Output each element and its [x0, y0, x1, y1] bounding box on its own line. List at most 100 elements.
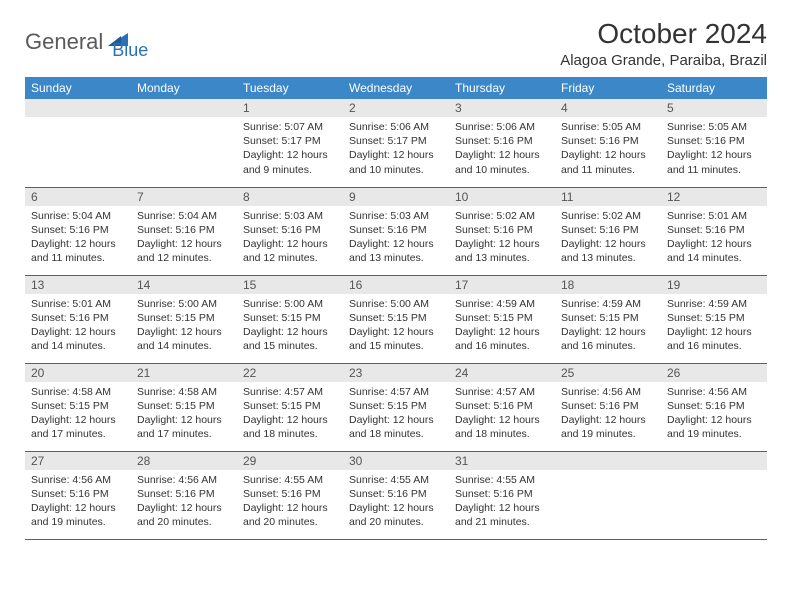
day-details: Sunrise: 4:56 AMSunset: 5:16 PMDaylight:… [661, 382, 767, 446]
day-details: Sunrise: 5:00 AMSunset: 5:15 PMDaylight:… [131, 294, 237, 358]
day-details: Sunrise: 4:55 AMSunset: 5:16 PMDaylight:… [237, 470, 343, 534]
day-number: 22 [237, 364, 343, 382]
day-details: Sunrise: 5:04 AMSunset: 5:16 PMDaylight:… [131, 206, 237, 270]
day-details: Sunrise: 5:03 AMSunset: 5:16 PMDaylight:… [237, 206, 343, 270]
day-details: Sunrise: 4:58 AMSunset: 5:15 PMDaylight:… [25, 382, 131, 446]
day-cell-20: 20Sunrise: 4:58 AMSunset: 5:15 PMDayligh… [25, 363, 131, 451]
day-details: Sunrise: 5:01 AMSunset: 5:16 PMDaylight:… [25, 294, 131, 358]
empty-cell [555, 451, 661, 539]
day-number: 26 [661, 364, 767, 382]
day-details: Sunrise: 4:57 AMSunset: 5:15 PMDaylight:… [343, 382, 449, 446]
day-number: 8 [237, 188, 343, 206]
day-header-friday: Friday [555, 77, 661, 99]
day-details: Sunrise: 4:56 AMSunset: 5:16 PMDaylight:… [131, 470, 237, 534]
title-block: October 2024 Alagoa Grande, Paraiba, Bra… [560, 18, 767, 69]
day-number: 5 [661, 99, 767, 117]
day-number: 25 [555, 364, 661, 382]
day-cell-5: 5Sunrise: 5:05 AMSunset: 5:16 PMDaylight… [661, 99, 767, 187]
week-row: 20Sunrise: 4:58 AMSunset: 5:15 PMDayligh… [25, 363, 767, 451]
day-cell-12: 12Sunrise: 5:01 AMSunset: 5:16 PMDayligh… [661, 187, 767, 275]
day-details: Sunrise: 5:02 AMSunset: 5:16 PMDaylight:… [449, 206, 555, 270]
logo-text-blue: Blue [112, 40, 148, 61]
month-title: October 2024 [560, 18, 767, 50]
logo: General Blue [25, 18, 148, 61]
day-details: Sunrise: 4:55 AMSunset: 5:16 PMDaylight:… [449, 470, 555, 534]
day-cell-2: 2Sunrise: 5:06 AMSunset: 5:17 PMDaylight… [343, 99, 449, 187]
empty-cell [25, 99, 131, 187]
day-cell-7: 7Sunrise: 5:04 AMSunset: 5:16 PMDaylight… [131, 187, 237, 275]
empty-daynum [661, 452, 767, 470]
day-cell-28: 28Sunrise: 4:56 AMSunset: 5:16 PMDayligh… [131, 451, 237, 539]
day-number: 13 [25, 276, 131, 294]
day-details: Sunrise: 5:06 AMSunset: 5:16 PMDaylight:… [449, 117, 555, 181]
day-cell-30: 30Sunrise: 4:55 AMSunset: 5:16 PMDayligh… [343, 451, 449, 539]
day-number: 18 [555, 276, 661, 294]
day-cell-3: 3Sunrise: 5:06 AMSunset: 5:16 PMDaylight… [449, 99, 555, 187]
day-cell-14: 14Sunrise: 5:00 AMSunset: 5:15 PMDayligh… [131, 275, 237, 363]
day-number: 11 [555, 188, 661, 206]
day-cell-29: 29Sunrise: 4:55 AMSunset: 5:16 PMDayligh… [237, 451, 343, 539]
day-number: 1 [237, 99, 343, 117]
day-details: Sunrise: 5:01 AMSunset: 5:16 PMDaylight:… [661, 206, 767, 270]
day-cell-22: 22Sunrise: 4:57 AMSunset: 5:15 PMDayligh… [237, 363, 343, 451]
location-text: Alagoa Grande, Paraiba, Brazil [560, 52, 767, 69]
day-details: Sunrise: 5:06 AMSunset: 5:17 PMDaylight:… [343, 117, 449, 181]
week-row: 27Sunrise: 4:56 AMSunset: 5:16 PMDayligh… [25, 451, 767, 539]
day-details: Sunrise: 5:05 AMSunset: 5:16 PMDaylight:… [555, 117, 661, 181]
day-details: Sunrise: 4:59 AMSunset: 5:15 PMDaylight:… [661, 294, 767, 358]
day-number: 12 [661, 188, 767, 206]
day-number: 19 [661, 276, 767, 294]
day-number: 23 [343, 364, 449, 382]
day-cell-25: 25Sunrise: 4:56 AMSunset: 5:16 PMDayligh… [555, 363, 661, 451]
day-cell-26: 26Sunrise: 4:56 AMSunset: 5:16 PMDayligh… [661, 363, 767, 451]
day-cell-8: 8Sunrise: 5:03 AMSunset: 5:16 PMDaylight… [237, 187, 343, 275]
empty-daynum [555, 452, 661, 470]
day-cell-15: 15Sunrise: 5:00 AMSunset: 5:15 PMDayligh… [237, 275, 343, 363]
day-number: 27 [25, 452, 131, 470]
day-cell-9: 9Sunrise: 5:03 AMSunset: 5:16 PMDaylight… [343, 187, 449, 275]
day-details: Sunrise: 4:58 AMSunset: 5:15 PMDaylight:… [131, 382, 237, 446]
day-cell-21: 21Sunrise: 4:58 AMSunset: 5:15 PMDayligh… [131, 363, 237, 451]
day-details: Sunrise: 4:59 AMSunset: 5:15 PMDaylight:… [449, 294, 555, 358]
day-number: 24 [449, 364, 555, 382]
day-header-monday: Monday [131, 77, 237, 99]
empty-cell [131, 99, 237, 187]
day-number: 4 [555, 99, 661, 117]
day-details: Sunrise: 4:59 AMSunset: 5:15 PMDaylight:… [555, 294, 661, 358]
day-details: Sunrise: 5:02 AMSunset: 5:16 PMDaylight:… [555, 206, 661, 270]
day-details: Sunrise: 5:00 AMSunset: 5:15 PMDaylight:… [237, 294, 343, 358]
day-details: Sunrise: 4:56 AMSunset: 5:16 PMDaylight:… [555, 382, 661, 446]
day-header-thursday: Thursday [449, 77, 555, 99]
day-number: 3 [449, 99, 555, 117]
day-details: Sunrise: 5:05 AMSunset: 5:16 PMDaylight:… [661, 117, 767, 181]
week-row: 1Sunrise: 5:07 AMSunset: 5:17 PMDaylight… [25, 99, 767, 187]
empty-cell [661, 451, 767, 539]
day-number: 15 [237, 276, 343, 294]
day-header-tuesday: Tuesday [237, 77, 343, 99]
day-header-sunday: Sunday [25, 77, 131, 99]
week-row: 13Sunrise: 5:01 AMSunset: 5:16 PMDayligh… [25, 275, 767, 363]
day-details: Sunrise: 4:57 AMSunset: 5:16 PMDaylight:… [449, 382, 555, 446]
day-number: 2 [343, 99, 449, 117]
day-cell-11: 11Sunrise: 5:02 AMSunset: 5:16 PMDayligh… [555, 187, 661, 275]
day-cell-18: 18Sunrise: 4:59 AMSunset: 5:15 PMDayligh… [555, 275, 661, 363]
day-cell-16: 16Sunrise: 5:00 AMSunset: 5:15 PMDayligh… [343, 275, 449, 363]
day-cell-4: 4Sunrise: 5:05 AMSunset: 5:16 PMDaylight… [555, 99, 661, 187]
day-number: 10 [449, 188, 555, 206]
day-number: 28 [131, 452, 237, 470]
day-details: Sunrise: 4:57 AMSunset: 5:15 PMDaylight:… [237, 382, 343, 446]
day-number: 9 [343, 188, 449, 206]
day-details: Sunrise: 4:55 AMSunset: 5:16 PMDaylight:… [343, 470, 449, 534]
day-number: 29 [237, 452, 343, 470]
day-details: Sunrise: 5:04 AMSunset: 5:16 PMDaylight:… [25, 206, 131, 270]
day-number: 20 [25, 364, 131, 382]
day-cell-24: 24Sunrise: 4:57 AMSunset: 5:16 PMDayligh… [449, 363, 555, 451]
day-cell-13: 13Sunrise: 5:01 AMSunset: 5:16 PMDayligh… [25, 275, 131, 363]
week-row: 6Sunrise: 5:04 AMSunset: 5:16 PMDaylight… [25, 187, 767, 275]
day-details: Sunrise: 5:07 AMSunset: 5:17 PMDaylight:… [237, 117, 343, 181]
day-header-row: SundayMondayTuesdayWednesdayThursdayFrid… [25, 77, 767, 99]
calendar-table: SundayMondayTuesdayWednesdayThursdayFrid… [25, 77, 767, 540]
empty-daynum [25, 99, 131, 117]
day-number: 17 [449, 276, 555, 294]
day-number: 21 [131, 364, 237, 382]
